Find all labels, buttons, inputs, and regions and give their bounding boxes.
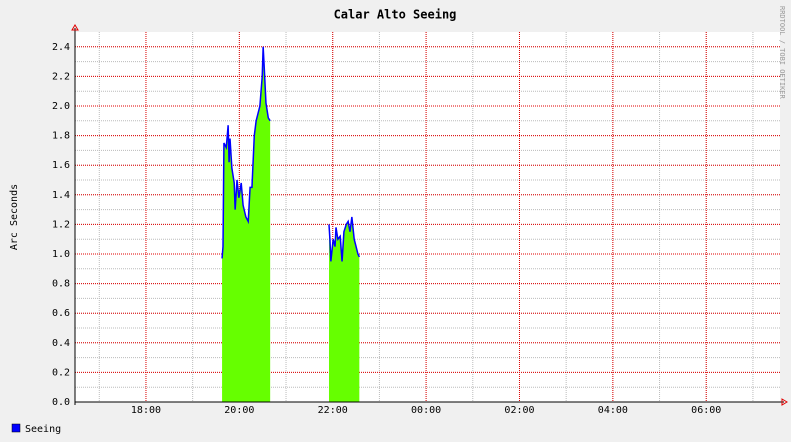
x-tick-label: 22:00 bbox=[318, 405, 348, 416]
y-tick-label: 0.0 bbox=[52, 397, 70, 408]
legend-swatch bbox=[11, 423, 21, 433]
x-tick-label: 06:00 bbox=[691, 405, 721, 416]
y-tick-label: 2.4 bbox=[52, 42, 70, 53]
line bbox=[221, 46, 361, 262]
y-axis-label: Arc Seconds bbox=[9, 184, 20, 250]
y-tick-label: 1.4 bbox=[52, 190, 70, 201]
area bbox=[222, 46, 360, 403]
y-axis-arrow bbox=[71, 24, 79, 31]
y-tick-label: 0.2 bbox=[52, 367, 70, 378]
x-tick-label: 20:00 bbox=[224, 405, 254, 416]
y-tick-label: 2.0 bbox=[52, 101, 70, 112]
watermark: RRDTOOL / TOBI OETIKER bbox=[778, 6, 786, 100]
x-tick-label: 02:00 bbox=[504, 405, 534, 416]
x-tick-label: 04:00 bbox=[598, 405, 628, 416]
y-tick-label: 0.4 bbox=[52, 338, 70, 349]
chart-title: Calar Alto Seeing bbox=[334, 8, 457, 22]
legend-label: Seeing bbox=[25, 424, 61, 435]
y-tick-label: 1.0 bbox=[52, 249, 70, 260]
y-tick-label: 1.8 bbox=[52, 131, 70, 142]
y-tick-label: 1.2 bbox=[52, 219, 70, 230]
x-axis-arrow bbox=[781, 398, 788, 406]
y-tick-label: 0.8 bbox=[52, 279, 70, 290]
x-tick-label: 18:00 bbox=[131, 405, 161, 416]
x-tick-label: 00:00 bbox=[411, 405, 441, 416]
y-tick-label: 0.6 bbox=[52, 308, 70, 319]
y-tick-label: 2.2 bbox=[52, 71, 70, 82]
plot-area bbox=[75, 32, 780, 402]
y-tick-label: 1.6 bbox=[52, 160, 70, 171]
